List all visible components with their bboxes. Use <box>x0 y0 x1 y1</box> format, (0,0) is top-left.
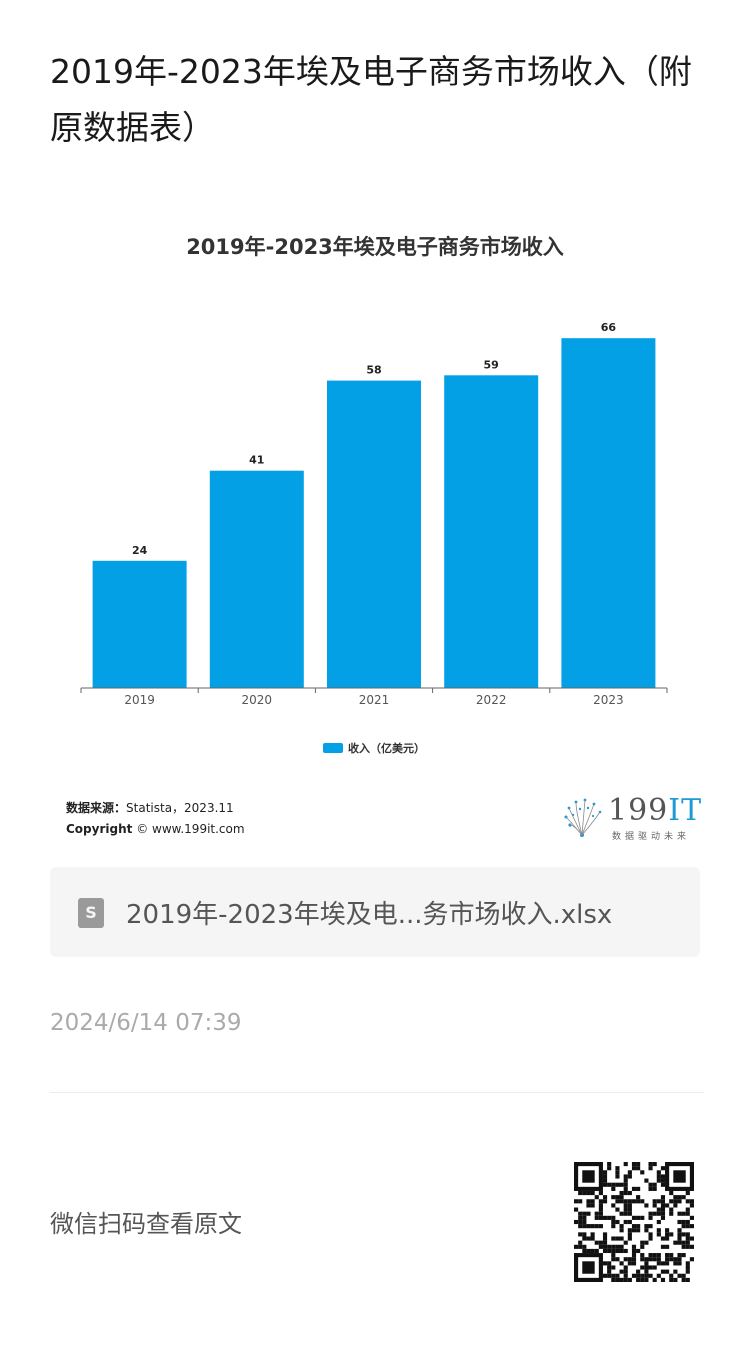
x-tick-label-2019: 2019 <box>124 693 155 707</box>
legend-swatch <box>323 743 343 753</box>
bars-group: 24 41 58 59 66 <box>92 321 656 688</box>
copyright-line: Copyright © www.199it.com <box>66 819 245 840</box>
qr-modules <box>574 1162 694 1282</box>
attachment-card[interactable]: S 2019年-2023年埃及电...务市场收入.xlsx <box>50 867 700 957</box>
data-label-2019: 24 <box>132 544 148 557</box>
logo-number: 199 <box>608 793 669 828</box>
source-block: 数据来源：Statista，2023.11 Copyright © www.19… <box>66 798 245 840</box>
x-ticks-group: 2019 2020 2021 2022 2023 <box>80 688 668 707</box>
source-line: 数据来源：Statista，2023.11 <box>66 798 245 819</box>
data-label-2023: 66 <box>601 321 617 334</box>
x-tick-label-2020: 2020 <box>242 693 273 707</box>
bar-2021 <box>327 380 421 688</box>
logo-tagline: 数据驱动未来 <box>612 832 691 842</box>
legend-label: 收入（亿美元） <box>348 741 425 755</box>
data-label-2021: 58 <box>366 364 381 377</box>
scan-prompt: 微信扫码查看原文 <box>50 1210 242 1238</box>
chart-card: 2019年-2023年埃及电子商务市场收入 24 41 58 59 66 2019 202… <box>50 200 702 860</box>
source-label: 数据来源： <box>66 801 127 815</box>
dandelion-logo-icon <box>564 798 602 837</box>
source-value: Statista，2023.11 <box>126 801 234 815</box>
x-tick-label-2022: 2022 <box>476 693 507 707</box>
bar-2022 <box>444 375 539 688</box>
legend: 收入（亿美元） <box>323 741 425 755</box>
chart-title: 2019年-2023年埃及电子商务市场收入 <box>186 235 564 259</box>
copyright-value: © www.199it.com <box>136 822 245 836</box>
data-label-2020: 41 <box>249 454 264 467</box>
logo-it: IT <box>668 793 703 828</box>
bar-2019 <box>92 560 187 688</box>
divider <box>50 1092 704 1093</box>
attachment-file-name[interactable]: 2019年-2023年埃及电...务市场收入.xlsx <box>126 900 613 930</box>
qr-code-icon[interactable] <box>574 1162 694 1282</box>
bar-2023 <box>561 338 656 688</box>
x-tick-label-2021: 2021 <box>359 693 390 707</box>
x-tick-label-2023: 2023 <box>593 693 624 707</box>
logo-text: 199IT <box>608 793 702 828</box>
copyright-label: Copyright <box>66 822 133 836</box>
spreadsheet-file-icon: S <box>78 898 104 928</box>
bar-2020 <box>209 470 304 688</box>
bar-chart: 2019年-2023年埃及电子商务市场收入 24 41 58 59 66 2019 202… <box>80 235 668 755</box>
publish-timestamp: 2024/6/14 07:39 <box>50 1010 242 1036</box>
data-label-2022: 59 <box>484 358 499 371</box>
page-title: 2019年-2023年埃及电子商务市场收入（附原数据表） <box>50 52 692 147</box>
brand-logo: 199IT 数据驱动未来 <box>560 793 702 843</box>
